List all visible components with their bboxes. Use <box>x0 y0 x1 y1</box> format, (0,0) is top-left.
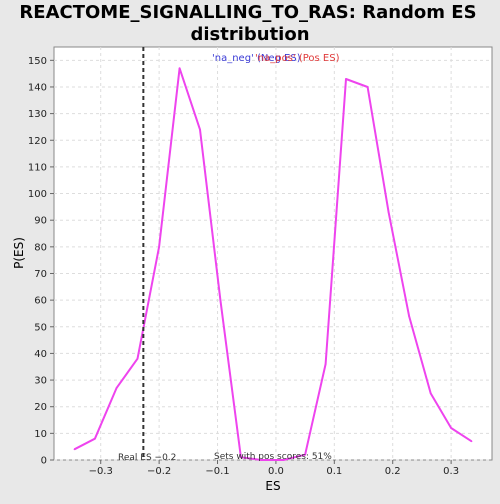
x-tick-label: 0.1 <box>326 466 342 477</box>
series-point <box>366 86 369 88</box>
y-axis-label: P(ES) <box>12 237 26 269</box>
series-point <box>450 427 452 429</box>
series-layer <box>73 67 473 461</box>
series-point <box>345 78 347 80</box>
series-point <box>324 363 327 365</box>
legend-entry-pos: 'na_pos' (Pos ES) <box>255 53 340 64</box>
series-point <box>470 440 473 443</box>
series-point <box>219 299 222 301</box>
y-tick-label: 0 <box>41 456 47 467</box>
series-point <box>73 448 76 451</box>
y-tick-label: 30 <box>34 376 47 387</box>
x-axis-label: ES <box>265 479 280 493</box>
chart-title-line-1: REACTOME_SIGNALLING_TO_RAS: Random ES <box>19 2 476 23</box>
y-tick-label: 20 <box>34 402 47 413</box>
plot-area <box>53 46 493 461</box>
series-line <box>73 67 473 461</box>
y-tick-label: 50 <box>34 322 47 333</box>
series-point <box>387 211 390 213</box>
x-tick-label: −0.2 <box>147 466 171 477</box>
x-tick-label: 0.2 <box>385 466 401 477</box>
y-tick-label: 10 <box>34 429 47 440</box>
series-point <box>260 459 263 461</box>
series-point <box>158 246 160 248</box>
y-tick-label: 40 <box>34 349 47 360</box>
annotation-layer: Real ES −0.2 Sets with pos scores: 51% <box>118 47 332 463</box>
x-tick-label: 0.3 <box>443 466 459 477</box>
axes: 0 10 20 30 40 50 60 70 80 90 100 110 120 130 140 150 −0.… <box>28 56 459 477</box>
series-point <box>282 459 285 461</box>
series-point <box>304 453 306 456</box>
series-point <box>199 128 201 131</box>
series-point <box>94 437 96 440</box>
y-tick-label: 130 <box>28 109 47 120</box>
y-tick-label: 90 <box>34 216 47 227</box>
y-tick-label: 140 <box>28 82 47 93</box>
y-tick-label: 120 <box>28 136 47 147</box>
real-es-label: Real ES −0.2 <box>118 453 176 463</box>
y-tick-label: 60 <box>34 296 47 307</box>
y-tick-label: 100 <box>28 189 47 200</box>
y-tick-label: 150 <box>28 56 47 67</box>
y-tick-label: 110 <box>28 162 47 173</box>
series-point <box>429 392 432 395</box>
x-tick-label: −0.3 <box>89 466 113 477</box>
x-tick-label: 0.0 <box>268 466 284 477</box>
chart-title-line-2: distribution <box>190 24 309 45</box>
series-point <box>136 357 139 360</box>
legend-entry-neg: 'na_neg' (Neg ES) <box>212 53 301 64</box>
pos-scores-label: Sets with pos scores: 51% <box>214 452 332 462</box>
series-point <box>408 315 410 317</box>
y-tick-label: 80 <box>34 242 47 253</box>
series-point <box>178 67 181 70</box>
y-tick-label: 70 <box>34 269 47 280</box>
x-tick-label: −0.1 <box>205 466 229 477</box>
series-point <box>115 387 118 389</box>
series-point <box>240 456 242 459</box>
grid-lines <box>54 47 492 461</box>
